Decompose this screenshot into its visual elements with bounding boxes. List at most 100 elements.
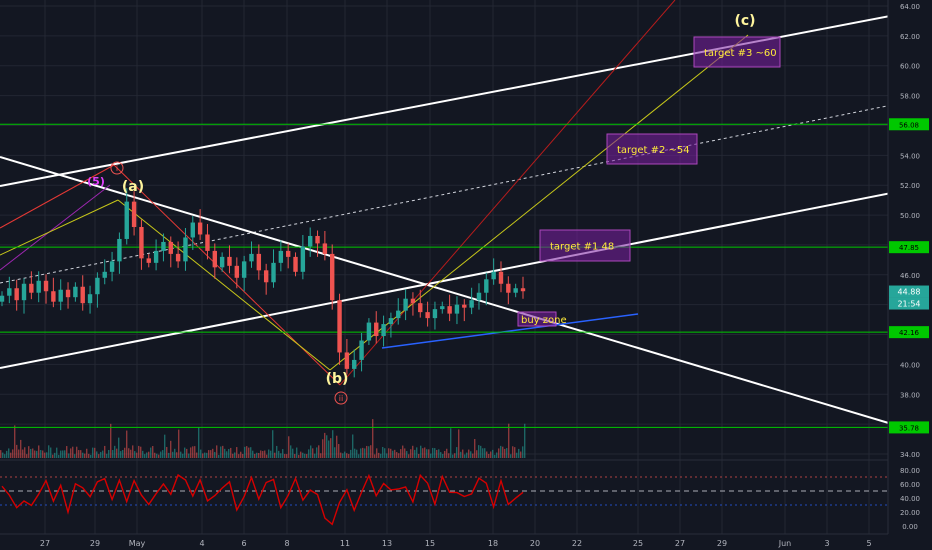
volume-bar bbox=[248, 447, 250, 458]
volume-bar bbox=[176, 452, 178, 458]
level-tag-0[interactable] bbox=[889, 118, 929, 131]
volume-bar bbox=[238, 454, 240, 458]
blue-support-line[interactable] bbox=[381, 313, 639, 349]
volume-bar bbox=[28, 446, 30, 458]
price-tick-label-0: 64.00 bbox=[900, 3, 920, 11]
price-axis[interactable]: 64.0062.0060.0058.0056.0054.0052.0050.00… bbox=[887, 0, 932, 534]
candle-body bbox=[131, 201, 137, 228]
volume-bar bbox=[76, 446, 78, 458]
target-zones[interactable]: target #3 ~60 target #2 ~54 target #1 48 bu… bbox=[517, 36, 781, 327]
volume-bar bbox=[254, 453, 256, 458]
wave-label-1: i bbox=[116, 164, 118, 173]
volume-bar bbox=[348, 454, 350, 458]
yellow-arm-down[interactable] bbox=[117, 199, 331, 371]
lower-channel-line[interactable] bbox=[0, 184, 932, 369]
volume-bar bbox=[236, 447, 238, 458]
time-axis[interactable]: 27 29 May 4 6 8 11 13 15 18 20 22 25 27 29 Jun 3 5 bbox=[0, 533, 888, 550]
time-axis-bg bbox=[0, 534, 888, 550]
volume-bar bbox=[46, 452, 48, 458]
red-fib-arm-left[interactable] bbox=[0, 164, 115, 229]
level-tag-2[interactable] bbox=[889, 326, 929, 339]
candle-body bbox=[381, 324, 386, 337]
volume-bar bbox=[496, 452, 498, 458]
volume-bar bbox=[20, 439, 22, 458]
volume-bar bbox=[482, 448, 484, 458]
level-tag-label-3: 35.78 bbox=[899, 424, 919, 432]
target-zone-box-3[interactable] bbox=[517, 311, 557, 327]
time-tick-label-1: 29 bbox=[90, 539, 100, 548]
volume-bar bbox=[262, 451, 264, 458]
time-tick-label-5: 8 bbox=[284, 539, 289, 548]
candle-body bbox=[190, 222, 195, 238]
volume-bar bbox=[280, 453, 282, 458]
target-zone-box-2[interactable] bbox=[539, 229, 631, 262]
candle-body bbox=[146, 258, 151, 263]
volume-bar bbox=[250, 447, 252, 458]
volume-bar bbox=[364, 448, 366, 458]
candle-body bbox=[374, 322, 379, 337]
volume-bar bbox=[446, 448, 448, 458]
volume-bar bbox=[520, 451, 522, 458]
volume-bar bbox=[454, 453, 456, 458]
volume-bar bbox=[216, 445, 218, 458]
volume-bar bbox=[268, 449, 270, 458]
price-tick-label-12: 40.00 bbox=[900, 361, 920, 369]
candle-body bbox=[506, 283, 511, 293]
candle-body bbox=[388, 318, 394, 325]
volume-bar bbox=[424, 447, 426, 458]
level-tag-1[interactable] bbox=[889, 241, 929, 254]
volume-bar bbox=[50, 447, 52, 458]
candle-body bbox=[300, 246, 306, 272]
volume-bar bbox=[98, 454, 100, 458]
volume-bar bbox=[376, 448, 378, 458]
price-tag-0[interactable] bbox=[889, 285, 929, 298]
time-tick-label-9: 18 bbox=[488, 539, 498, 548]
target-zone-box-0[interactable] bbox=[693, 36, 781, 68]
support-resistance-levels[interactable] bbox=[0, 123, 888, 428]
candle-body bbox=[227, 256, 232, 266]
target-zone-box-1[interactable] bbox=[606, 133, 698, 165]
candle-body bbox=[124, 201, 129, 239]
rsi-tick-label-2: 40.00 bbox=[900, 495, 920, 503]
volume-bar bbox=[74, 454, 76, 458]
volume-bar bbox=[8, 448, 10, 458]
volume-bar bbox=[70, 448, 72, 458]
candle-body bbox=[183, 237, 188, 262]
volume-bar bbox=[208, 450, 210, 458]
volume-bar bbox=[186, 448, 188, 458]
volume-bar bbox=[516, 452, 518, 458]
volume-bar bbox=[414, 449, 416, 458]
level-tag-3[interactable] bbox=[889, 421, 929, 434]
descending-trendline[interactable] bbox=[0, 156, 932, 437]
price-tag-1[interactable] bbox=[889, 297, 929, 310]
volume-bar bbox=[278, 450, 280, 458]
volume-bar bbox=[52, 454, 54, 458]
volume-bar bbox=[130, 449, 132, 458]
price-tick-label-13: 38.00 bbox=[900, 391, 920, 399]
candle-body bbox=[36, 280, 41, 293]
volume-bar bbox=[356, 449, 358, 458]
candle-body bbox=[418, 303, 423, 313]
candle-body bbox=[410, 298, 416, 304]
candle-body bbox=[197, 222, 203, 235]
yellow-arm-left[interactable] bbox=[0, 199, 119, 256]
red-fib-arm-up[interactable] bbox=[339, 0, 676, 386]
wave-5-arm[interactable] bbox=[0, 184, 111, 271]
volume-bar bbox=[438, 449, 440, 458]
volume-bar bbox=[94, 447, 96, 458]
candle-body bbox=[330, 253, 335, 301]
candlesticks bbox=[0, 188, 526, 378]
volume-bar bbox=[302, 452, 304, 458]
candle-body bbox=[58, 289, 63, 302]
candle-body bbox=[396, 310, 401, 319]
volume-bar bbox=[128, 448, 130, 458]
candle-body bbox=[344, 352, 350, 369]
wave-label-circle-1 bbox=[110, 161, 124, 175]
volume-bar bbox=[386, 453, 388, 458]
volume-bar bbox=[448, 453, 450, 458]
volume-bar bbox=[88, 453, 90, 458]
volume-bar bbox=[492, 449, 494, 458]
volume-bar bbox=[370, 445, 372, 458]
volume-bar bbox=[178, 429, 180, 458]
